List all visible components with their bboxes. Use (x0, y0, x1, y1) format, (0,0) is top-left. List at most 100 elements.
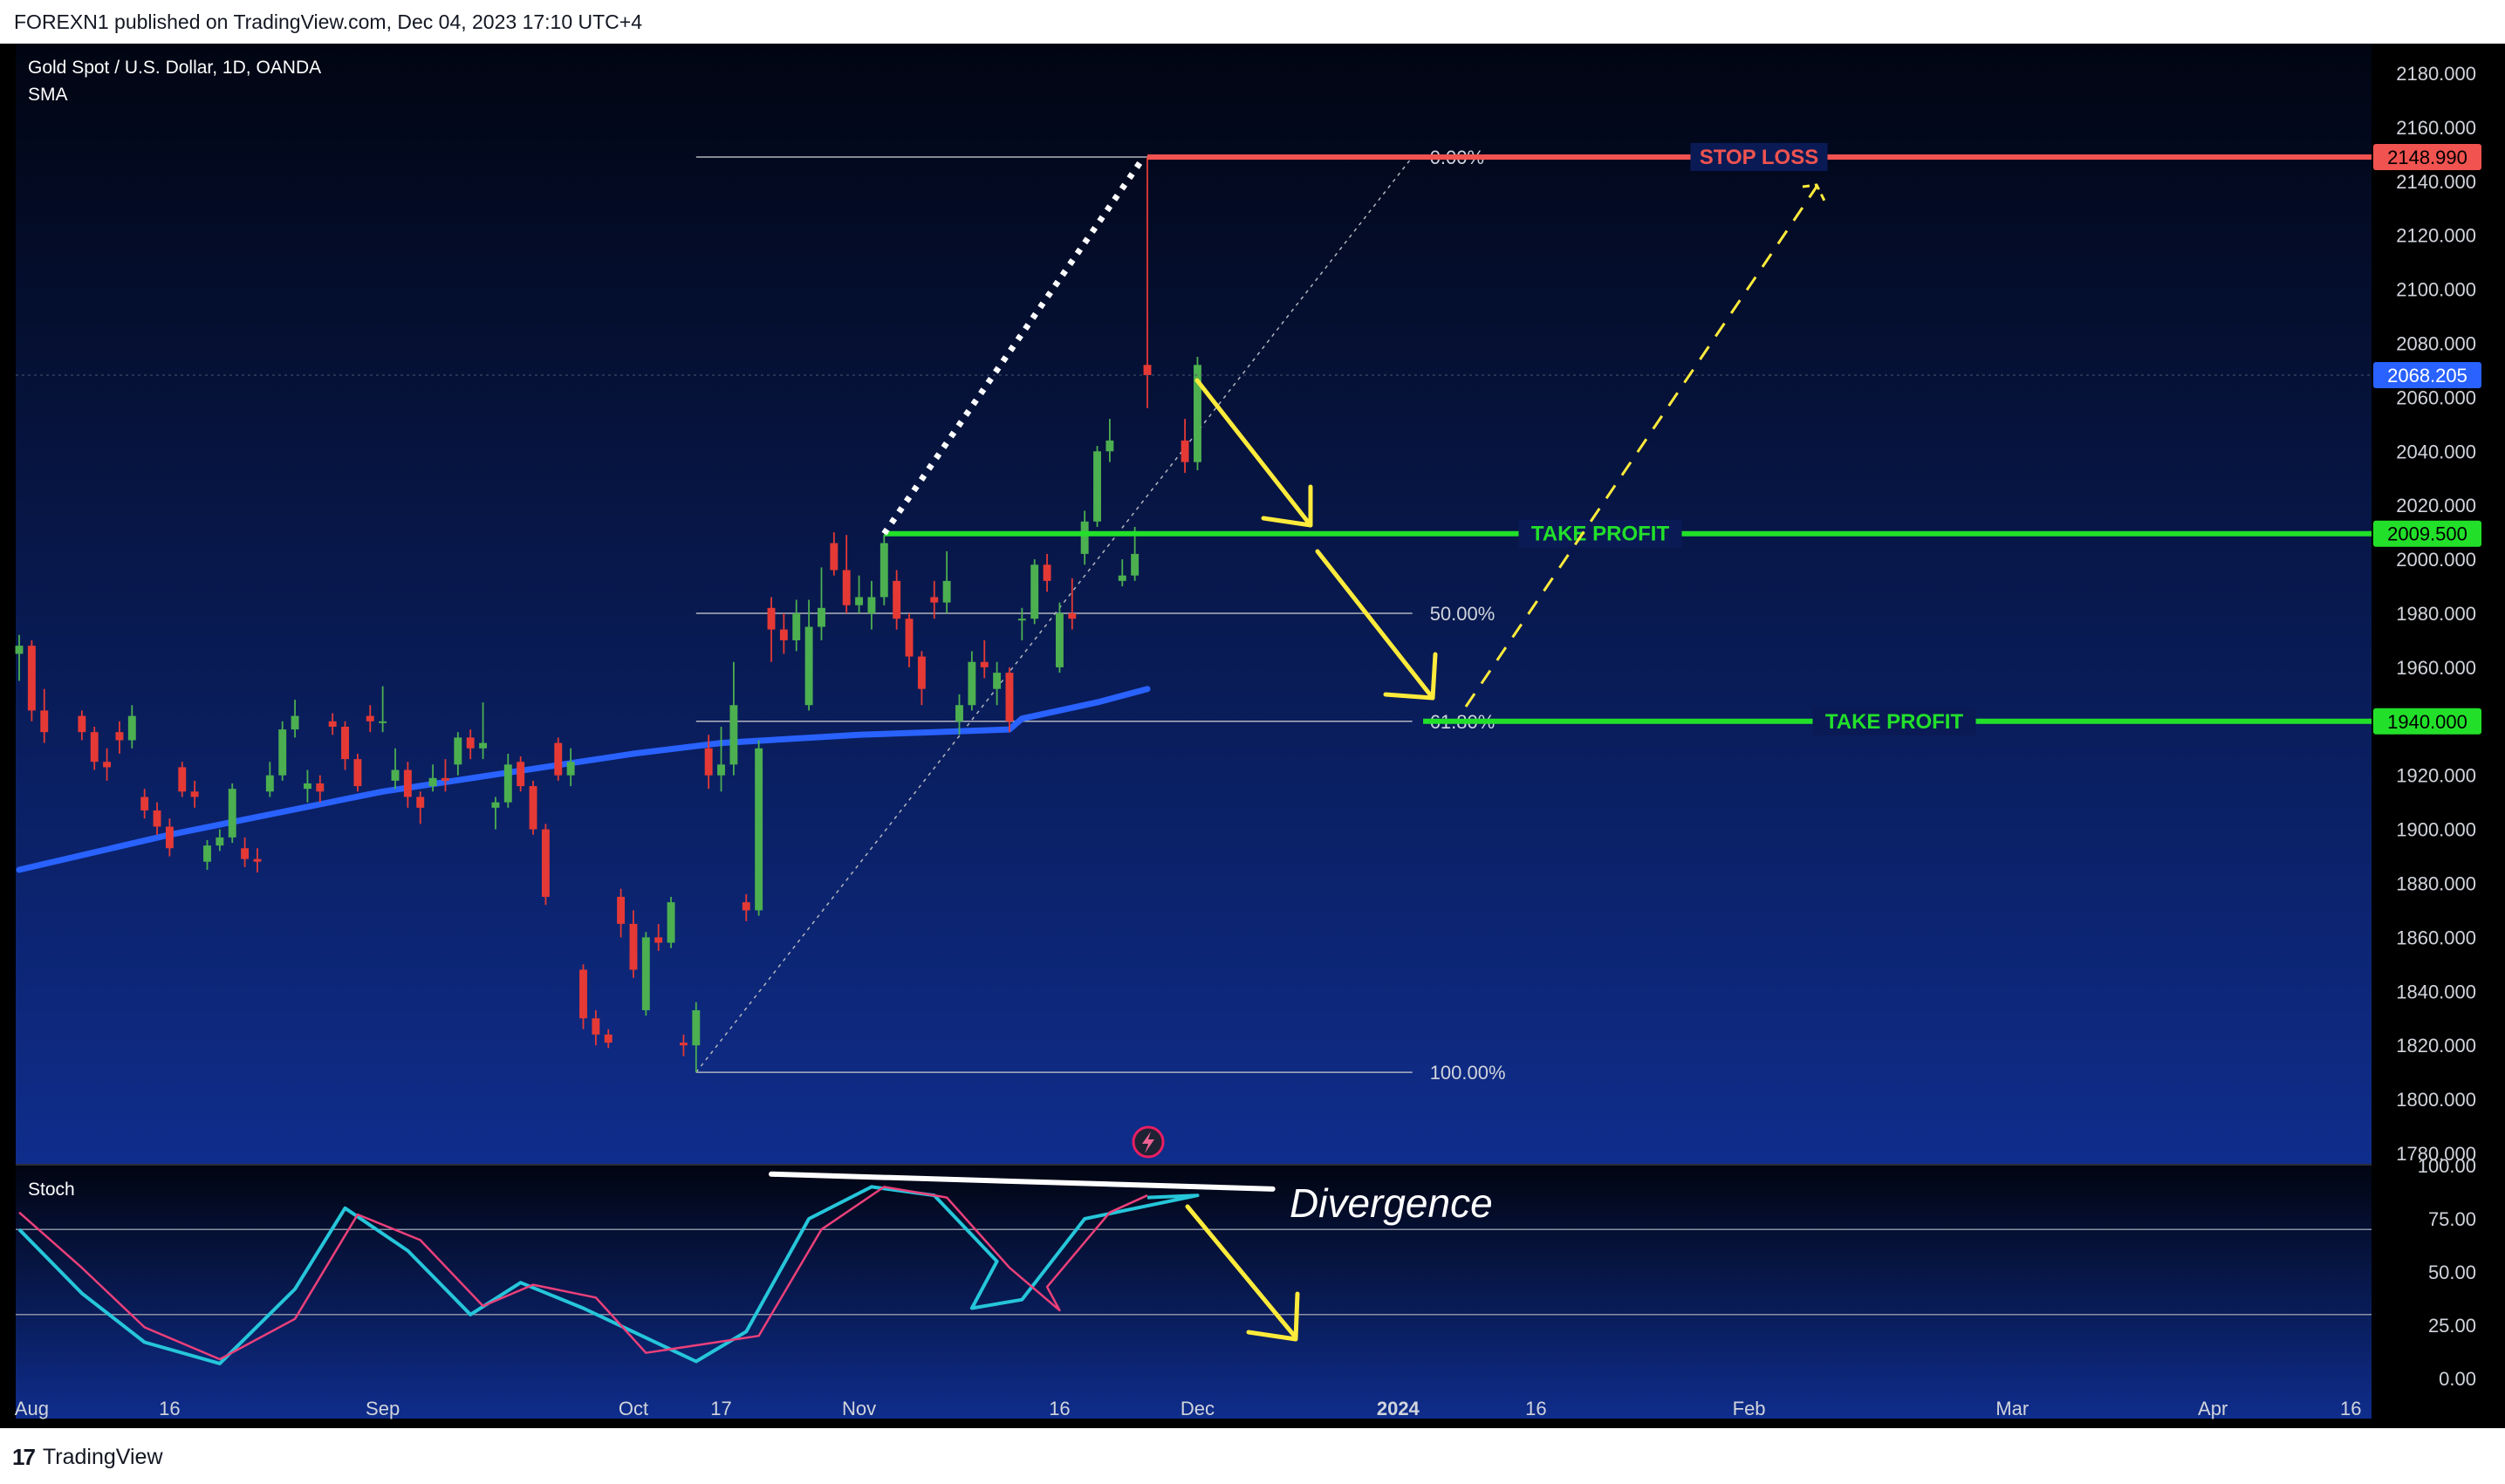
candle-body (517, 762, 525, 787)
stoch-pane[interactable] (16, 1166, 2372, 1419)
time-tick-label: 16 (1525, 1398, 1546, 1419)
trade-level-label: STOP LOSS (1700, 146, 1819, 169)
candle-body (190, 791, 199, 797)
lightning-icon[interactable] (1132, 1125, 1165, 1159)
tradingview-logo-icon[interactable]: 17 (12, 1444, 36, 1470)
candles (15, 156, 1201, 1073)
main-pane[interactable] (16, 44, 2372, 1164)
candle-body (804, 626, 813, 706)
candle-body (228, 789, 236, 838)
candle-body (391, 769, 400, 781)
price-tick-label: 2180.000 (2396, 63, 2476, 85)
candle-body (278, 729, 287, 776)
pane-divider[interactable] (16, 1164, 2372, 1166)
symbol-legend[interactable]: Gold Spot / U.S. Dollar, 1D, OANDA (28, 58, 321, 78)
candle-body (930, 597, 939, 603)
trade-levels[interactable]: STOP LOSS 2148.990 TAKE PROFIT 2009.500 TAKE… (16, 142, 2481, 735)
candle-body (1118, 575, 1126, 581)
price-tick-label: 2100.000 (2396, 279, 2476, 301)
publish-header: FOREXN1 published on TradingView.com, De… (14, 10, 643, 33)
candle-body (115, 732, 124, 741)
candle-body (729, 705, 738, 765)
drawings[interactable] (881, 154, 1827, 1342)
candle-body (917, 656, 926, 689)
stoch-k-line (17, 1185, 1200, 1365)
time-tick-label: Feb (1733, 1398, 1766, 1419)
candle-body (579, 969, 587, 1019)
candle-body (216, 837, 224, 846)
candle-body (679, 1043, 688, 1046)
candle-body (641, 937, 650, 1010)
candle-body (1055, 613, 1064, 667)
stoch-lines (17, 1171, 1276, 1365)
price-tick-label: 1820.000 (2396, 1035, 2476, 1057)
stoch-tick-label: 75.00 (2428, 1208, 2476, 1230)
chart-canvas[interactable]: 1780.000 1800.000 1820.000 1840.000 1860.000… (0, 0, 2505, 1428)
price-tick-label: 2140.000 (2396, 171, 2476, 193)
divergence-label: Divergence (1290, 1180, 1493, 1226)
price-tick-label: 2040.000 (2396, 441, 2476, 462)
price-tag-bg (2373, 143, 2481, 170)
candle-body (541, 829, 550, 897)
stoch-tick-label: 0.00 (2439, 1368, 2476, 1390)
stoch-tick-label: 100.00 (2418, 1155, 2476, 1177)
candle-body (1181, 440, 1189, 462)
candle-body (529, 786, 537, 830)
trade-level-label-bg (1518, 519, 1682, 548)
price-tick-label: 2000.000 (2396, 549, 2476, 571)
candle-body (1080, 521, 1089, 554)
candle-body (629, 923, 638, 970)
candle-body (503, 764, 512, 803)
candle-body (592, 1018, 600, 1035)
candle-body (879, 543, 888, 598)
candle-body (127, 715, 136, 741)
candle-body (779, 629, 788, 640)
stoch-legend[interactable]: Stoch (28, 1180, 75, 1200)
price-tick-label: 1900.000 (2396, 819, 2476, 841)
candle-body (366, 715, 374, 721)
candle-body (554, 742, 563, 776)
trade-level-label-bg (1812, 707, 1976, 735)
price-tick-label: 1880.000 (2396, 873, 2476, 895)
candle-body (993, 673, 1002, 689)
candle-body (341, 726, 349, 760)
time-axis[interactable]: Aug 16 Sep Oct 17 Nov 16 Dec 2024 16 Feb Mar Apr 16 (15, 1398, 2362, 1419)
time-tick-label: Mar (1995, 1398, 2029, 1419)
trade-level-label-bg (1690, 142, 1828, 171)
candle-body (717, 764, 725, 776)
candle-body (818, 607, 825, 627)
candle-body (893, 580, 901, 619)
candle-body (153, 810, 161, 827)
candle-body (905, 619, 914, 657)
dotted-trend-line (881, 154, 1146, 536)
fib-level-label: 100.00% (1430, 1062, 1506, 1084)
candle-body (830, 543, 838, 571)
candle-body (316, 783, 325, 792)
candle-body (1093, 451, 1101, 522)
time-tick-label: Dec (1181, 1398, 1215, 1419)
candle-body (654, 937, 663, 943)
time-tick-label: Oct (619, 1398, 648, 1419)
candle-body (441, 777, 449, 781)
price-tick-label: 2020.000 (2396, 495, 2476, 516)
candle-body (842, 570, 851, 605)
price-tick-label: 1780.000 (2396, 1143, 2476, 1165)
footer-brand[interactable]: TradingView (42, 1445, 163, 1469)
time-tick-label: 16 (1049, 1398, 1070, 1419)
price-tick-label: 2060.000 (2396, 386, 2476, 408)
candle-body (353, 759, 362, 787)
time-tick-label: 17 (710, 1398, 731, 1419)
footer: 17 TradingView (12, 1444, 163, 1471)
candle-body (692, 1009, 701, 1046)
price-tick-label: 1960.000 (2396, 657, 2476, 679)
candle-body (265, 775, 274, 792)
last-price-tag-bg (2373, 362, 2481, 389)
price-tag-label: 2009.500 (2387, 523, 2467, 545)
candle-body (491, 802, 500, 808)
stoch-axis[interactable]: 0.00 25.00 50.00 75.00 100.00 (16, 1155, 2476, 1390)
sma-legend[interactable]: SMA (28, 85, 68, 105)
time-tick-label: 16 (159, 1398, 180, 1419)
stoch-d-line (18, 1186, 1148, 1361)
candle-body (980, 661, 989, 667)
price-axis[interactable]: 1780.000 1800.000 1820.000 1840.000 1860.000… (2396, 63, 2476, 1165)
